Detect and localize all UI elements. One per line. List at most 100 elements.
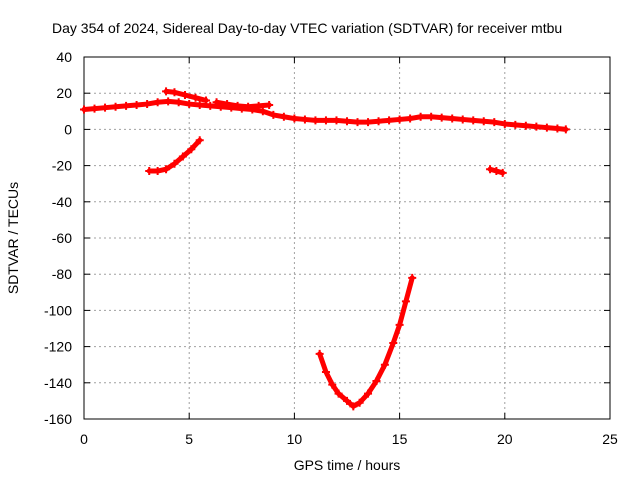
data-point xyxy=(500,119,509,128)
data-point xyxy=(80,105,88,114)
y-axis-label: SDTVAR / TECUs xyxy=(5,182,21,294)
data-point xyxy=(532,122,541,131)
data-point xyxy=(162,165,171,174)
data-point xyxy=(427,112,436,121)
data-point xyxy=(401,297,410,306)
data-point xyxy=(223,100,232,109)
data-point xyxy=(311,116,320,125)
data-point xyxy=(153,98,162,107)
data-point xyxy=(395,115,404,124)
grid-lines xyxy=(84,57,610,419)
data-point xyxy=(178,152,187,161)
data-point xyxy=(469,116,478,125)
data-point xyxy=(279,112,288,121)
x-tick-label: 5 xyxy=(185,431,193,447)
data-point xyxy=(195,136,204,145)
data-point xyxy=(553,124,562,133)
data-point xyxy=(132,100,141,109)
data-point xyxy=(458,115,467,124)
data-point xyxy=(364,118,373,127)
data-point xyxy=(321,116,330,125)
data-point xyxy=(269,110,278,119)
data-point xyxy=(406,114,415,123)
data-point xyxy=(408,273,417,282)
data-point xyxy=(486,165,495,174)
data-point xyxy=(290,114,299,123)
data-point xyxy=(374,117,383,126)
data-point xyxy=(492,167,501,176)
y-tick-label: -140 xyxy=(44,375,72,391)
data-point xyxy=(300,115,309,124)
y-tick-label: -120 xyxy=(44,339,72,355)
data-point xyxy=(145,167,154,176)
data-point xyxy=(174,98,183,107)
data-point xyxy=(321,367,330,376)
data-point xyxy=(122,101,131,110)
data-point xyxy=(187,145,196,154)
data-point xyxy=(185,100,194,109)
data-point xyxy=(364,389,373,398)
data-point xyxy=(101,103,110,112)
data-point xyxy=(353,118,362,127)
data-point xyxy=(389,338,398,347)
data-point xyxy=(328,380,337,389)
series-deep-dip xyxy=(317,275,415,409)
data-point xyxy=(164,97,173,106)
data-point xyxy=(490,118,499,127)
data-point xyxy=(498,168,507,177)
data-point xyxy=(334,389,343,398)
data-point xyxy=(355,398,364,407)
y-tick-label: 0 xyxy=(64,121,72,137)
data-point xyxy=(380,360,389,369)
data-point xyxy=(448,114,457,123)
data-point xyxy=(332,116,341,125)
plot-frame xyxy=(83,56,611,420)
data-point xyxy=(416,112,425,121)
data-point xyxy=(153,167,162,176)
data-point xyxy=(521,121,530,130)
data-point xyxy=(212,98,221,107)
data-point xyxy=(170,159,179,168)
data-point xyxy=(395,320,404,329)
y-tick-label: 40 xyxy=(56,49,72,65)
data-layer xyxy=(80,87,570,411)
x-tick-label: 25 xyxy=(602,431,618,447)
data-point xyxy=(191,93,200,102)
data-point xyxy=(206,101,215,110)
data-point xyxy=(143,100,152,109)
data-point xyxy=(111,102,120,111)
x-tick-label: 15 xyxy=(392,431,408,447)
x-axis-label: GPS time / hours xyxy=(294,457,401,473)
y-tick-label: -40 xyxy=(52,194,72,210)
data-point xyxy=(542,123,551,132)
data-point xyxy=(162,87,171,96)
data-point xyxy=(180,91,189,100)
data-point xyxy=(202,96,211,105)
data-point xyxy=(349,402,358,411)
y-tick-label: -80 xyxy=(52,266,72,282)
data-point xyxy=(90,104,99,113)
data-point xyxy=(170,88,179,97)
data-point xyxy=(561,125,570,134)
data-point xyxy=(315,349,324,358)
data-point xyxy=(195,100,204,109)
x-tick-label: 10 xyxy=(287,431,303,447)
data-point xyxy=(372,376,381,385)
data-point xyxy=(437,113,446,122)
chart-title: Day 354 of 2024, Sidereal Day-to-day VTE… xyxy=(52,20,562,36)
data-point xyxy=(254,101,263,110)
axis-ticks: 0 5 10 15 20 25 40 20 0 -20 -40 -60 -80 -100 -120 -140 -… xyxy=(44,49,618,447)
data-point xyxy=(343,117,351,126)
data-point xyxy=(343,396,351,405)
data-point xyxy=(385,116,394,125)
data-point xyxy=(479,117,488,126)
data-point xyxy=(511,120,520,129)
x-tick-label: 0 xyxy=(80,431,88,447)
y-tick-label: -160 xyxy=(44,411,72,427)
y-tick-label: -100 xyxy=(44,302,72,318)
y-tick-label: -20 xyxy=(52,158,72,174)
data-point xyxy=(233,101,242,110)
data-point xyxy=(265,100,274,109)
data-point xyxy=(244,102,253,111)
